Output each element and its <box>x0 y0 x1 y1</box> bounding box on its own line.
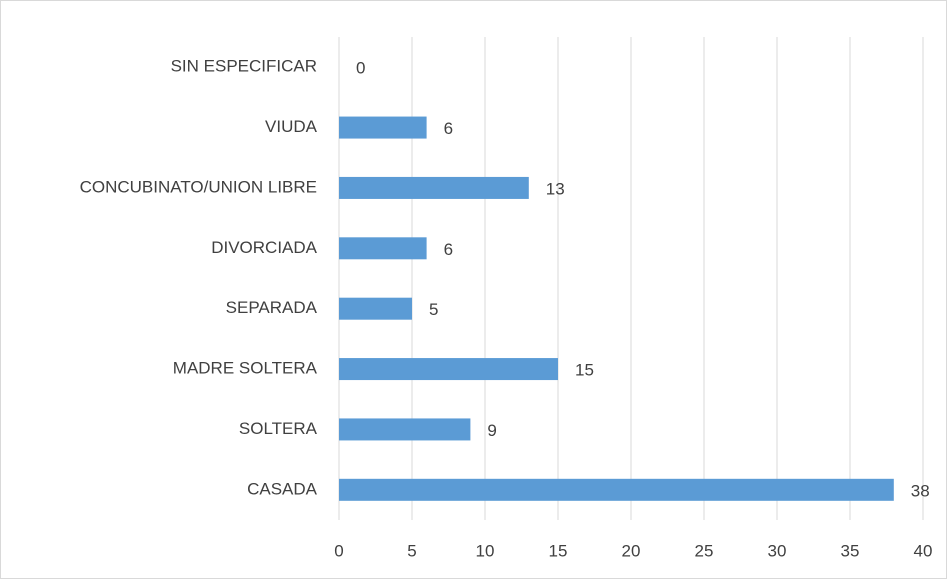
y-tick-label: SIN ESPECIFICAR <box>171 57 317 76</box>
x-tick-label: 10 <box>476 541 495 560</box>
bar <box>339 116 427 139</box>
y-tick-label: CONCUBINATO/UNION LIBRE <box>80 177 317 196</box>
y-tick-label: VIUDA <box>265 117 318 136</box>
data-label: 38 <box>911 481 930 500</box>
x-tick-label: 15 <box>549 541 568 560</box>
y-tick-label: CASADA <box>247 479 318 498</box>
y-tick-label: SEPARADA <box>226 298 318 317</box>
x-tick-label: 25 <box>695 541 714 560</box>
data-label: 6 <box>444 119 453 138</box>
data-label: 9 <box>487 421 496 440</box>
x-tick-label: 30 <box>768 541 787 560</box>
y-tick-label: DIVORCIADA <box>211 238 317 257</box>
data-label: 13 <box>546 179 565 198</box>
bar <box>339 176 529 199</box>
y-tick-label: MADRE SOLTERA <box>173 359 318 378</box>
data-label: 15 <box>575 361 594 380</box>
data-label: 0 <box>356 59 365 78</box>
bar <box>339 297 412 320</box>
bar <box>339 478 894 501</box>
x-tick-label: 35 <box>841 541 860 560</box>
x-tick-label: 40 <box>914 541 933 560</box>
data-label: 5 <box>429 300 438 319</box>
x-tick-label: 0 <box>334 541 343 560</box>
data-label: 6 <box>444 240 453 259</box>
x-tick-label: 5 <box>407 541 416 560</box>
bar <box>339 358 558 381</box>
bar <box>339 418 471 441</box>
y-tick-label: SOLTERA <box>239 419 318 438</box>
x-tick-label: 20 <box>622 541 641 560</box>
bar <box>339 237 427 260</box>
